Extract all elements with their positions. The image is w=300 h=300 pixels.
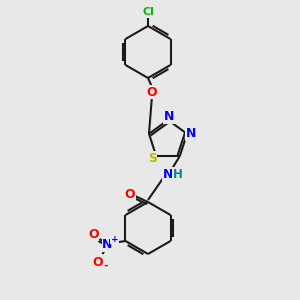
- Text: N: N: [163, 168, 173, 181]
- Text: N: N: [102, 238, 113, 251]
- Text: N: N: [186, 127, 196, 140]
- Text: O: O: [92, 256, 103, 268]
- Text: -: -: [103, 261, 108, 271]
- Text: +: +: [111, 235, 118, 244]
- Text: N: N: [164, 110, 174, 124]
- Text: O: O: [147, 85, 157, 98]
- Text: Cl: Cl: [142, 7, 154, 17]
- Text: O: O: [88, 227, 99, 241]
- Text: O: O: [125, 188, 135, 200]
- Text: H: H: [173, 168, 183, 181]
- Text: S: S: [148, 152, 157, 165]
